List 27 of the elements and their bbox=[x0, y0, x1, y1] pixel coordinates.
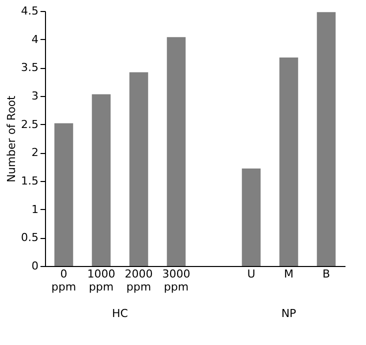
x-tick-label: 0 ppm bbox=[51, 268, 76, 294]
x-tick-label: 1000 ppm bbox=[87, 268, 116, 294]
y-tick-label: 4 bbox=[32, 32, 38, 46]
y-tick-label: 3 bbox=[32, 90, 38, 102]
bar bbox=[242, 168, 261, 266]
x-tick-label: B bbox=[322, 268, 330, 280]
bar bbox=[54, 123, 74, 266]
y-tick-label: 0.5 bbox=[21, 231, 38, 244]
y-tick-label: 1 bbox=[32, 202, 38, 216]
bar bbox=[316, 12, 336, 266]
bar bbox=[279, 57, 298, 266]
x-tick-label: 3000 ppm bbox=[162, 268, 190, 294]
y-tick-label: 1.5 bbox=[21, 174, 38, 188]
x-tick-label: M bbox=[284, 268, 294, 280]
x-tick-label: 2000 ppm bbox=[124, 268, 153, 294]
x-tick-label: U bbox=[247, 268, 256, 280]
bar bbox=[92, 94, 111, 266]
y-tick-label: 3.5 bbox=[21, 61, 38, 74]
y-tick-label: 4.5 bbox=[21, 4, 38, 18]
y-tick-label: 2.5 bbox=[21, 118, 38, 131]
y-tick-label: 2 bbox=[32, 146, 38, 160]
y-tick-label: 0 bbox=[32, 260, 38, 272]
bar bbox=[129, 72, 148, 266]
text: HC bbox=[112, 307, 128, 320]
y-axis-title: Number of Root bbox=[5, 94, 18, 182]
bar bbox=[166, 37, 186, 266]
text: NP bbox=[281, 307, 297, 320]
